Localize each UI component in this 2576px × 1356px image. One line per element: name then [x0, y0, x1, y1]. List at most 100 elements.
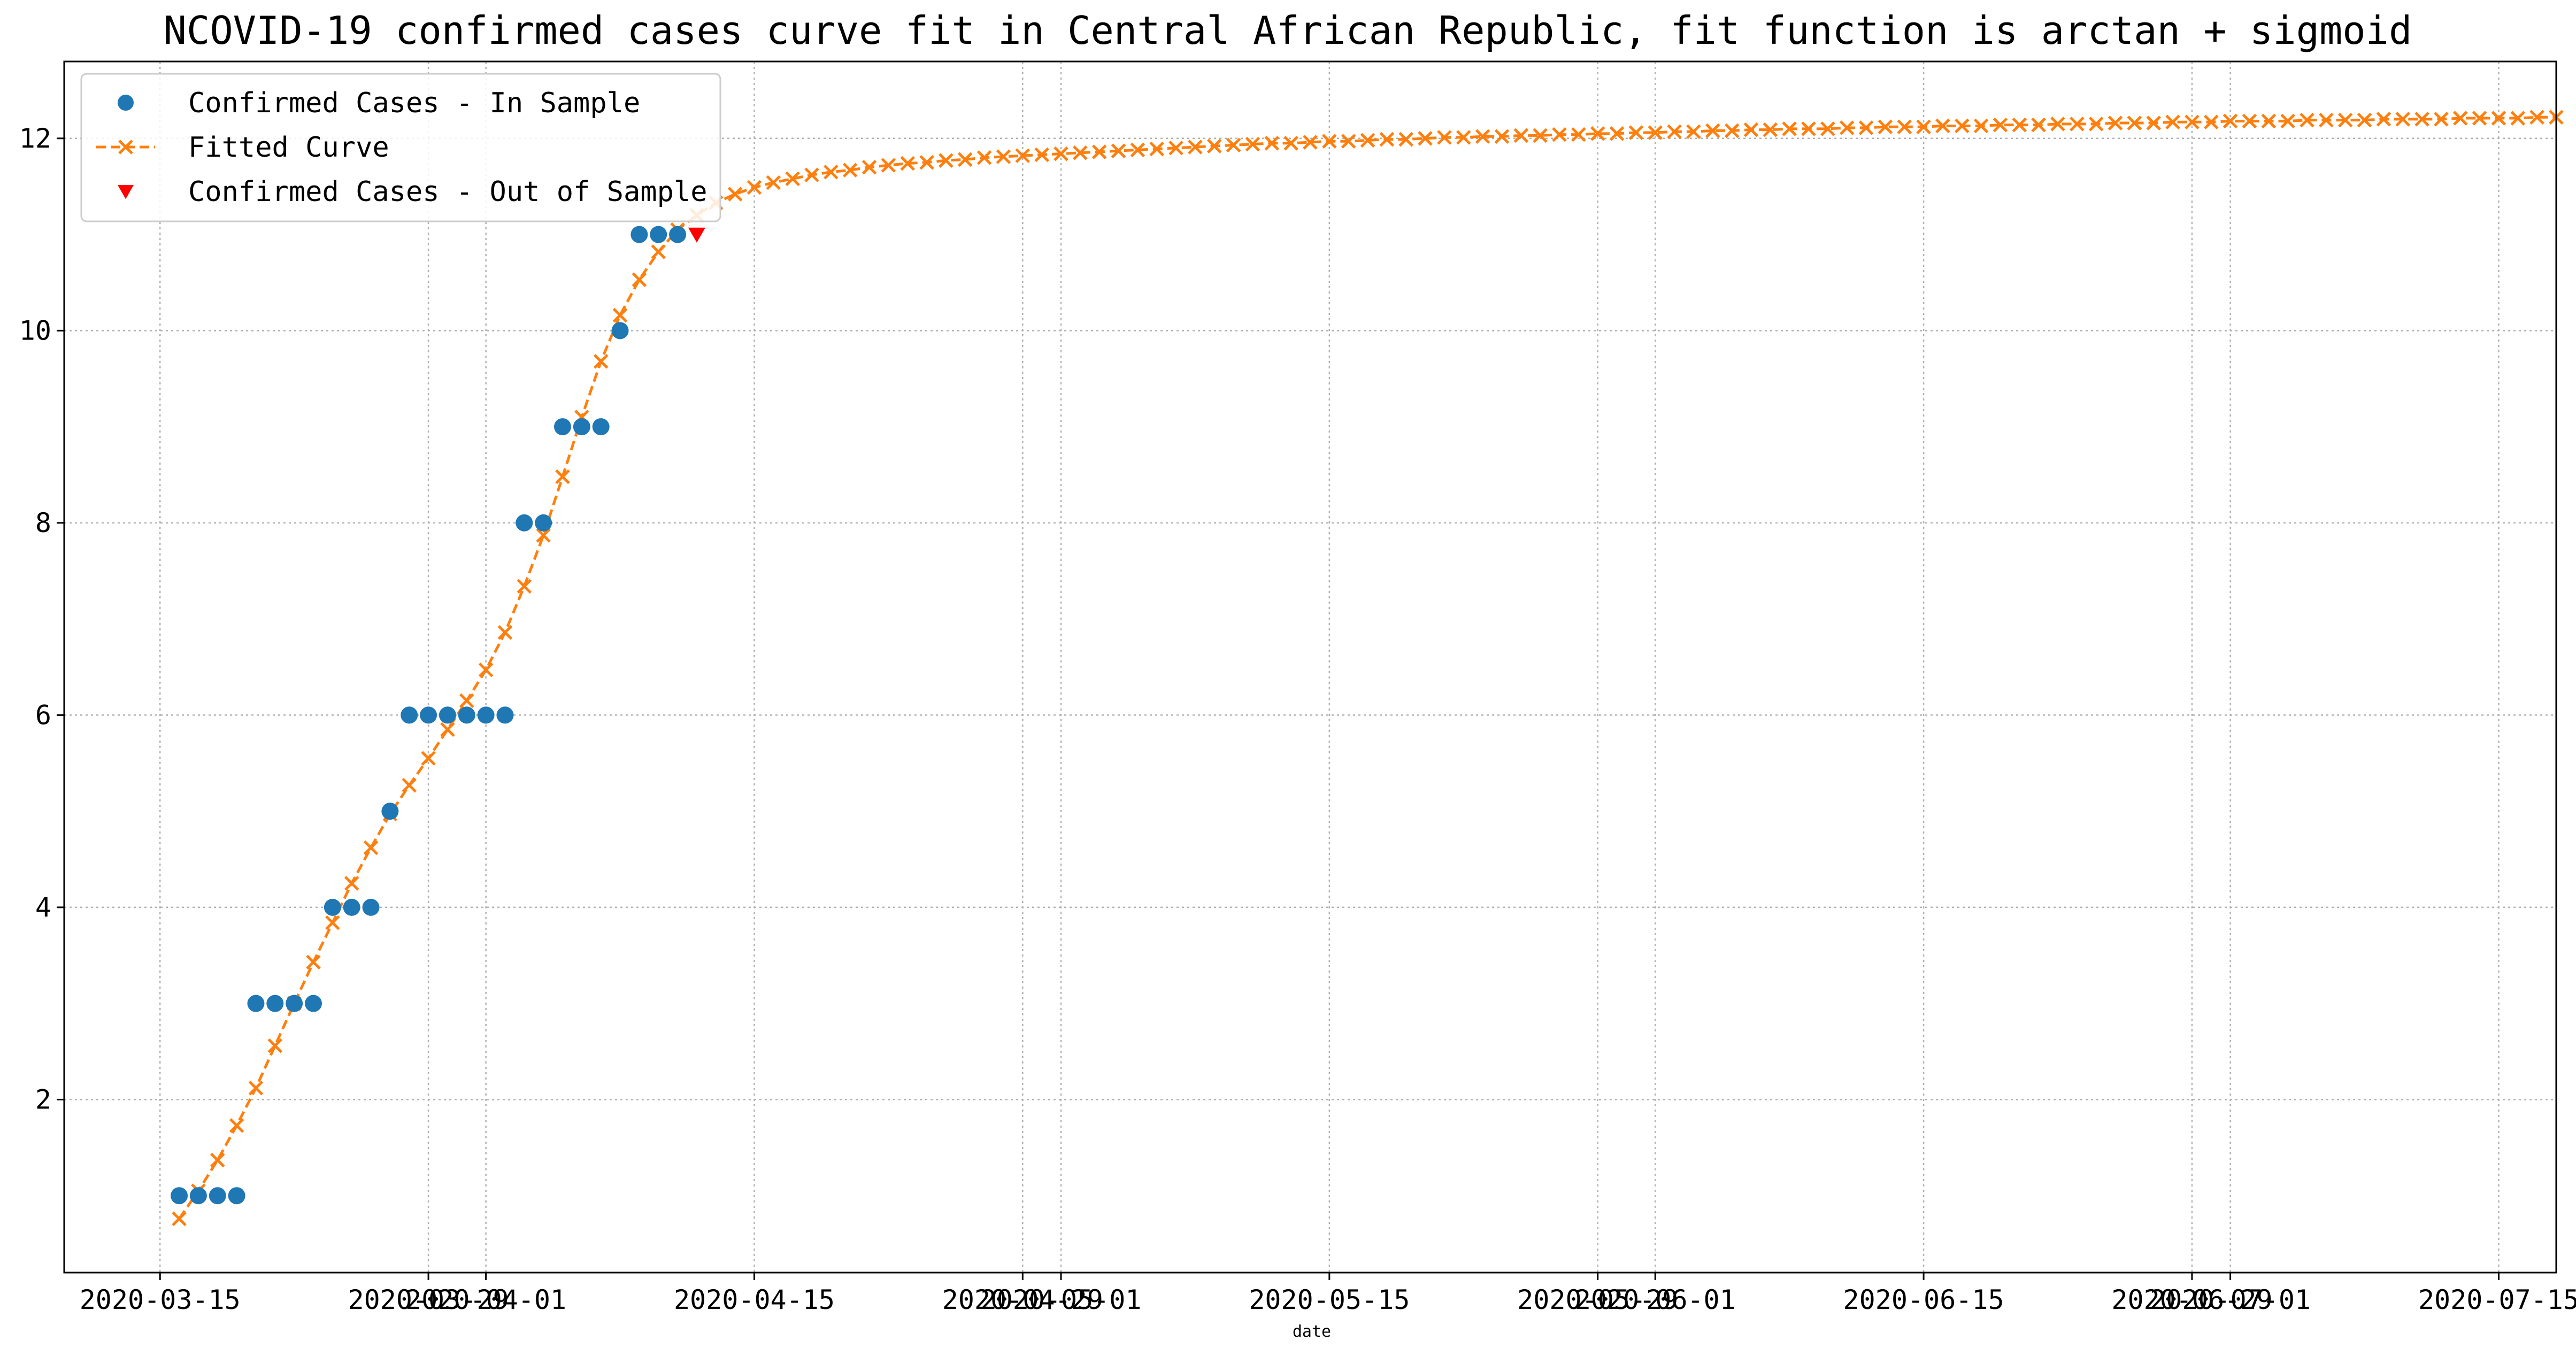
- fitted-curve-point: [2529, 110, 2544, 125]
- in-sample-point: [496, 706, 514, 724]
- fitted-curve-point: [900, 156, 915, 171]
- in-sample-point: [324, 898, 341, 916]
- fitted-curve-point: [1418, 131, 1433, 146]
- fitted-curve-point: [2510, 111, 2526, 126]
- fitted-curve-point: [1437, 130, 1452, 145]
- x-tick-label: 2020-03-29: [348, 1284, 509, 1315]
- in-sample-point: [286, 995, 303, 1012]
- fitted-curve-point: [1763, 122, 1778, 137]
- fitted-curve-point: [229, 1118, 244, 1133]
- fitted-curve-point: [1054, 146, 1068, 161]
- fitted-curve-point: [267, 1038, 283, 1053]
- fitted-curve-point: [1820, 121, 1835, 136]
- series-out-of-sample: [688, 227, 705, 243]
- out-of-sample-point: [688, 227, 705, 243]
- legend-marker-fitted: [118, 140, 133, 155]
- fitted-curve-point: [651, 244, 666, 259]
- fitted-curve-point: [2357, 112, 2372, 128]
- y-tick-label: 8: [35, 507, 51, 538]
- fitted-curve-point: [1475, 129, 1490, 144]
- legend-label-fitted: Fitted Curve: [188, 132, 389, 164]
- fitted-curve-point: [1705, 123, 1720, 138]
- legend-label-in-sample: Confirmed Cases - In Sample: [188, 87, 640, 119]
- x-tick-label: 2020-06-15: [1843, 1284, 2004, 1315]
- fitted-curve-point: [2414, 112, 2429, 127]
- fitted-curve-point: [1091, 144, 1107, 159]
- fitted-curve-point: [2165, 114, 2180, 130]
- fitted-curve-point: [2300, 112, 2314, 128]
- fitted-curve-point: [727, 187, 743, 202]
- fitted-curve-point: [402, 777, 417, 793]
- x-tick-label: 2020-04-01: [405, 1284, 566, 1315]
- x-tick-label: 2020-06-01: [1575, 1284, 1736, 1315]
- fitted-curve-point: [766, 175, 781, 190]
- fitted-curve-point: [248, 1081, 264, 1096]
- fitted-curve-point: [478, 662, 494, 677]
- fitted-curve-point: [1303, 135, 1318, 150]
- x-tick-label: 2020-05-29: [1517, 1284, 1678, 1315]
- fitted-curve-point: [824, 164, 839, 180]
- fitted-curve-point: [1456, 130, 1471, 145]
- fitted-curve-point: [2434, 112, 2449, 127]
- fitted-curve-point: [1628, 125, 1644, 140]
- x-tick-label: 2020-04-15: [674, 1284, 835, 1315]
- fitted-curve-point: [325, 915, 340, 930]
- in-sample-point: [362, 898, 380, 916]
- fitted-curve-point: [1283, 136, 1298, 151]
- fitted-curve-point: [1379, 132, 1395, 147]
- fitted-curve-point: [1149, 141, 1164, 157]
- fitted-curve-point: [1801, 121, 1816, 136]
- fitted-curve-point: [2185, 114, 2200, 130]
- fitted-curve-point: [2261, 113, 2277, 129]
- in-sample-point: [401, 706, 418, 724]
- fitted-curve-point: [2242, 113, 2257, 129]
- in-sample-point: [209, 1187, 226, 1205]
- fitted-curve-point: [1590, 126, 1605, 141]
- fitted-curve-point: [593, 354, 609, 369]
- fitted-curve-point: [1916, 119, 1931, 135]
- fitted-curve-point: [210, 1152, 225, 1168]
- fitted-curve-point: [1494, 129, 1510, 144]
- fitted-curve-point: [1973, 118, 1989, 134]
- y-tick-label: 6: [35, 699, 51, 730]
- fitted-curve-point: [1648, 125, 1663, 140]
- fitted-curve-point: [1935, 118, 1950, 134]
- series-in-sample: [171, 226, 687, 1205]
- fitted-curve-point: [2204, 114, 2219, 130]
- y-tick-label: 4: [35, 892, 51, 923]
- in-sample-point: [630, 226, 648, 243]
- fitted-curve-point: [536, 528, 551, 543]
- in-sample-point: [458, 706, 475, 724]
- x-tick-label: 2020-06-29: [2111, 1284, 2272, 1315]
- fitted-curve-point: [2070, 117, 2085, 132]
- in-sample-point: [228, 1187, 245, 1205]
- in-sample-point: [535, 514, 552, 531]
- legend-marker-in-sample: [118, 95, 134, 111]
- fitted-curve-point: [1015, 148, 1031, 163]
- fitted-curve-point: [1993, 117, 2008, 133]
- fitted-curve-point: [1226, 137, 1241, 153]
- fitted-curve-point: [632, 272, 647, 287]
- x-tick-label: 2020-05-15: [1249, 1284, 1410, 1315]
- in-sample-point: [305, 995, 322, 1012]
- in-sample-point: [516, 514, 533, 531]
- x-tick-label: 2020-05-01: [980, 1284, 1141, 1315]
- fitted-curve-point: [1341, 134, 1356, 149]
- fitted-curve-point: [306, 954, 321, 970]
- fitted-curve-point: [1878, 119, 1893, 135]
- fitted-curve-point: [1858, 120, 1874, 135]
- fitted-curve-point: [2146, 115, 2161, 130]
- legend: Confirmed Cases - In Sample Fitted Curve C…: [80, 73, 721, 222]
- fitted-curve-point: [2088, 117, 2104, 132]
- fitted-curve-point: [1034, 147, 1049, 163]
- fitted-curve-point: [612, 307, 628, 323]
- fitted-curve-point: [785, 171, 800, 187]
- fitted-curve-point: [976, 150, 992, 165]
- fitted-curve-point: [344, 876, 359, 891]
- fitted-curve-point: [1073, 145, 1088, 160]
- in-sample-point: [343, 898, 360, 916]
- fitted-curve-point: [2395, 112, 2410, 127]
- in-sample-point: [554, 418, 571, 436]
- x-tick-label: 2020-07-15: [2418, 1284, 2576, 1315]
